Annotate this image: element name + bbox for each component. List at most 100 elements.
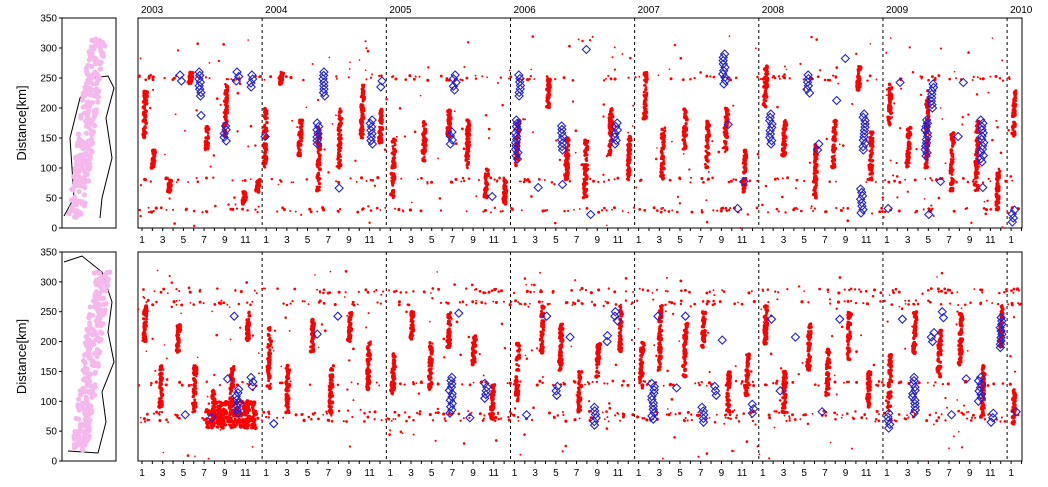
tremor-point <box>318 290 322 293</box>
tremor-point <box>883 210 887 214</box>
map-epicenter <box>97 276 103 282</box>
tremor-point <box>360 128 365 133</box>
map-epicenter <box>94 307 101 313</box>
vlf-event-diamond <box>935 176 946 187</box>
tremor-point <box>361 96 366 102</box>
tremor-point <box>813 383 817 387</box>
tremor-point <box>175 413 179 418</box>
tremor-point <box>514 163 518 168</box>
tremor-point <box>254 208 257 211</box>
tremor-point <box>582 190 586 195</box>
tremor-point <box>907 416 910 419</box>
tremor-point <box>994 74 998 78</box>
tremor-point <box>681 147 685 151</box>
tremor-point <box>799 62 802 65</box>
tremor-point <box>937 416 941 419</box>
tremor-point <box>245 281 249 284</box>
tremor-point <box>212 176 215 179</box>
x-tick-label: 5 <box>677 468 683 479</box>
x-tick-label: 5 <box>305 235 311 246</box>
tremor-point <box>944 419 947 422</box>
tremor-point <box>718 300 722 304</box>
tremor-point <box>1010 114 1016 119</box>
tremor-point <box>465 76 469 80</box>
tremor-point <box>601 411 604 414</box>
tremor-point <box>188 80 192 85</box>
tremor-point <box>507 77 510 80</box>
tremor-point <box>311 412 315 416</box>
map-epicenter <box>75 131 81 137</box>
tremor-point <box>474 77 478 80</box>
map-epicenter <box>84 165 91 171</box>
tremor-point <box>705 291 709 295</box>
tremor-point <box>887 82 892 87</box>
tremor-point <box>537 178 541 181</box>
tremor-point <box>196 180 200 184</box>
tremor-point <box>733 409 736 412</box>
tremor-point <box>643 380 647 383</box>
tremor-point <box>449 413 452 416</box>
tremor-point <box>767 300 770 304</box>
map-epicenter <box>85 347 91 353</box>
tremor-point <box>416 411 419 415</box>
tremor-point <box>231 207 235 211</box>
tremor-point <box>950 173 954 176</box>
tremor-point <box>369 178 372 182</box>
tremor-point <box>632 206 636 209</box>
tremor-point <box>628 134 632 139</box>
tremor-point <box>437 287 441 291</box>
tremor-point <box>773 177 777 181</box>
tremor-point <box>546 97 549 101</box>
tremor-point <box>335 77 338 80</box>
tremor-point <box>195 109 198 112</box>
tremor-point <box>482 210 485 213</box>
tremor-point <box>682 152 685 155</box>
tremor-point <box>525 283 528 286</box>
x-tick-label: 11 <box>364 235 375 246</box>
tremor-point <box>517 301 520 304</box>
tremor-point <box>350 381 353 384</box>
tremor-point <box>142 325 146 329</box>
tremor-point <box>762 98 766 102</box>
tremor-point <box>224 82 227 86</box>
tremor-point <box>728 35 731 37</box>
tremor-point <box>608 142 611 146</box>
tremor-point <box>506 382 509 385</box>
tremor-point <box>733 450 735 452</box>
tremor-point <box>607 178 611 182</box>
tremor-point <box>897 290 901 294</box>
tremor-point <box>202 418 206 422</box>
tremor-point <box>1003 291 1006 294</box>
tremor-point <box>141 335 146 340</box>
tremor-point <box>930 75 934 79</box>
tremor-point <box>995 197 1000 202</box>
tremor-point <box>627 139 631 143</box>
tremor-point <box>165 357 168 360</box>
tremor-point <box>207 457 210 460</box>
tremor-point <box>408 74 412 78</box>
tremor-point <box>627 76 630 79</box>
tremor-point <box>642 99 646 104</box>
tremor-point <box>840 325 844 329</box>
vlf-event-diamond <box>514 70 524 80</box>
tremor-point <box>336 127 341 133</box>
tremor-point <box>960 411 964 415</box>
tremor-point <box>889 92 894 97</box>
tremor-point <box>422 290 426 294</box>
tremor-point <box>628 158 632 162</box>
x-tick-label: 7 <box>946 235 952 246</box>
tremor-point <box>424 139 428 143</box>
tremor-point <box>703 162 707 166</box>
tremor-point <box>1013 130 1017 134</box>
tremor-point <box>1012 120 1017 125</box>
tremor-point <box>860 334 863 337</box>
x-tick-label: 9 <box>843 235 849 246</box>
tremor-point <box>708 290 712 293</box>
map-epicenter <box>94 80 100 87</box>
tremor-point <box>783 73 786 76</box>
tremor-point <box>470 283 474 287</box>
vlf-event-diamond <box>978 182 988 193</box>
tremor-point <box>151 75 155 79</box>
x-tick-label: 3 <box>160 235 166 246</box>
tremor-point <box>1017 302 1020 305</box>
